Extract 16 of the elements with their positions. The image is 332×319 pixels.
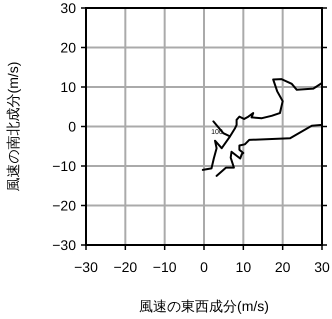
y-axis-title: 風速の南北成分(m/s): [5, 62, 21, 192]
x-tick-label: 10: [236, 259, 252, 275]
x-axis-title: 風速の東西成分(m/s): [139, 298, 269, 314]
y-tick-label: 30: [60, 0, 76, 16]
y-tick-label: 0: [68, 118, 76, 134]
x-tick-label: −10: [152, 259, 177, 275]
y-tick-label: −30: [52, 237, 76, 253]
y-tick-label: −20: [52, 198, 76, 214]
x-tick-label: −30: [74, 259, 98, 275]
y-tick-label: 10: [60, 79, 76, 95]
y-tick-label: 20: [60, 40, 76, 56]
x-tick-label: 0: [200, 259, 208, 275]
y-tick-label: −10: [52, 158, 76, 174]
x-tick-label: 20: [274, 259, 291, 275]
x-tick-label: 30: [314, 259, 330, 275]
x-tick-label: −20: [113, 259, 138, 275]
